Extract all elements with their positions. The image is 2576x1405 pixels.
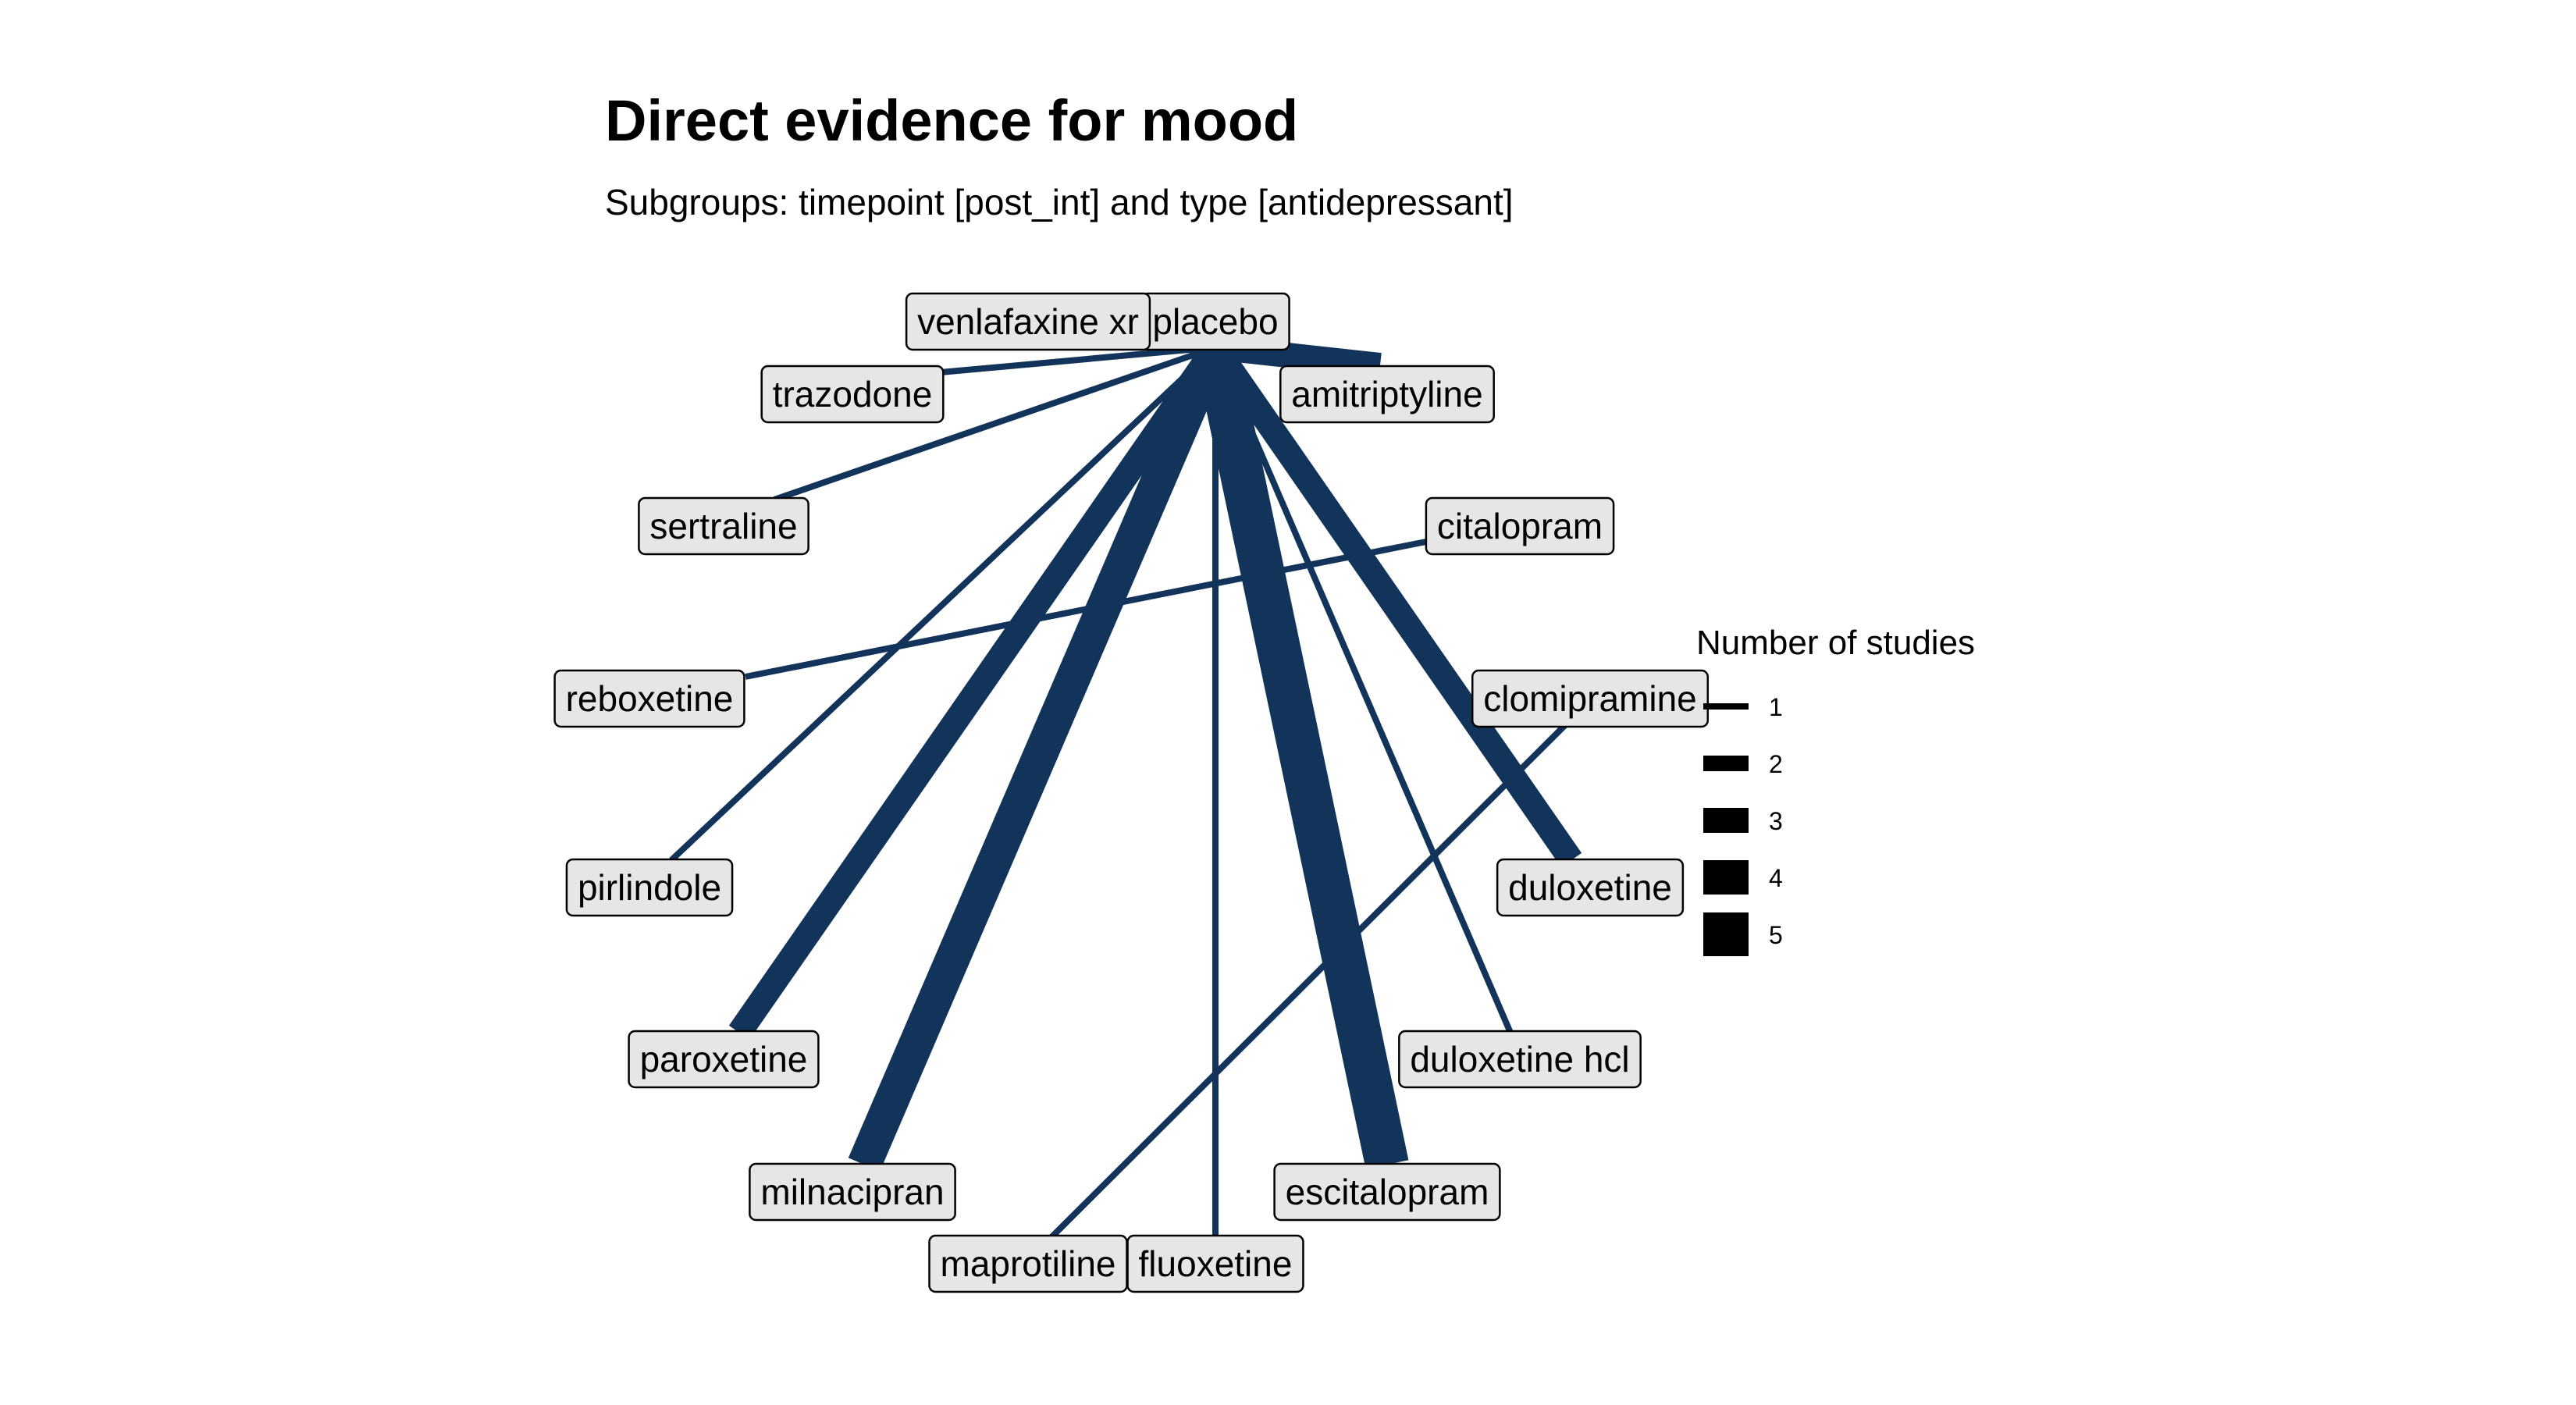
node-reboxetine: reboxetine xyxy=(553,669,745,728)
edge-placebo-paroxetine xyxy=(728,340,1226,1040)
legend-label-3: 3 xyxy=(1769,807,1783,835)
node-box xyxy=(1425,496,1615,556)
edge-placebo-duloxetine-hcl xyxy=(1212,346,1514,1034)
node-box xyxy=(1279,365,1495,424)
node-milnacipran: milnacipran xyxy=(749,1162,956,1222)
node-layer: placebo venlafaxine xr trazodone amitriptyl… xyxy=(553,292,1710,1293)
node-label: amitriptyline xyxy=(1291,374,1482,414)
node-label: duloxetine xyxy=(1508,867,1672,908)
node-box xyxy=(760,365,945,424)
node-escitalopram: escitalopram xyxy=(1273,1162,1501,1222)
node-maprotiline: maprotiline xyxy=(928,1234,1128,1293)
node-duloxetine-hcl: duloxetine hcl xyxy=(1398,1030,1642,1089)
node-amitriptyline: amitriptyline xyxy=(1279,365,1495,424)
node-fluoxetine: fluoxetine xyxy=(1126,1234,1304,1293)
node-venlafaxine-xr: venlafaxine xr xyxy=(905,292,1151,351)
edge-placebo-escitalopram xyxy=(1194,343,1409,1169)
edge-placebo-sertraline xyxy=(773,344,1217,503)
node-clomipramine: clomipramine xyxy=(1471,669,1710,728)
node-label: citalopram xyxy=(1437,506,1603,546)
legend-label-4: 4 xyxy=(1769,864,1783,892)
chart-title: Direct evidence for mood xyxy=(605,88,1298,153)
node-pirlindole: pirlindole xyxy=(565,858,734,917)
node-box xyxy=(1273,1162,1501,1222)
node-box xyxy=(1398,1030,1642,1089)
node-citalopram: citalopram xyxy=(1425,496,1615,556)
node-paroxetine: paroxetine xyxy=(628,1030,820,1089)
node-label: duloxetine hcl xyxy=(1410,1039,1629,1080)
node-label: trazodone xyxy=(773,374,933,414)
node-label: clomipramine xyxy=(1483,678,1697,719)
node-box xyxy=(628,1030,820,1089)
node-label: paroxetine xyxy=(640,1039,808,1080)
node-label: maprotiline xyxy=(941,1243,1116,1284)
node-label: placebo xyxy=(1152,301,1278,342)
chart-subtitle: Subgroups: timepoint [post_int] and type… xyxy=(605,182,1514,222)
legend-label-1: 1 xyxy=(1769,693,1783,721)
node-box xyxy=(1496,858,1685,917)
legend: Number of studies 1 2 3 4 5 xyxy=(1696,624,1975,956)
legend-label-5: 5 xyxy=(1769,921,1783,949)
node-label: fluoxetine xyxy=(1139,1243,1293,1284)
edge-placebo-trazodone xyxy=(940,344,1216,375)
legend-key-1 xyxy=(1703,703,1749,710)
node-box xyxy=(638,496,809,556)
node-box xyxy=(905,292,1151,351)
legend-key-2 xyxy=(1703,756,1749,771)
legend-key-5 xyxy=(1703,912,1749,956)
node-label: sertraline xyxy=(649,506,797,546)
node-placebo: placebo xyxy=(1140,292,1290,351)
node-sertraline: sertraline xyxy=(638,496,809,556)
edge-placebo-pirlindole xyxy=(669,345,1218,863)
node-box xyxy=(565,858,734,917)
node-label: venlafaxine xr xyxy=(917,301,1139,342)
legend-key-4 xyxy=(1703,860,1749,895)
edge-citalopram-reboxetine xyxy=(745,537,1435,680)
node-box xyxy=(749,1162,956,1222)
node-label: reboxetine xyxy=(566,678,734,719)
node-box xyxy=(1471,669,1710,728)
edge-placebo-milnacipran xyxy=(848,340,1232,1172)
node-label: pirlindole xyxy=(578,867,721,908)
edge-layer xyxy=(669,335,1582,1240)
legend-label-2: 2 xyxy=(1769,750,1783,778)
node-trazodone: trazodone xyxy=(760,365,945,424)
node-duloxetine: duloxetine xyxy=(1496,858,1685,917)
edge-clomipramine-maprotiline xyxy=(1049,719,1571,1240)
legend-title: Number of studies xyxy=(1696,624,1975,662)
legend-key-3 xyxy=(1703,808,1749,833)
node-box xyxy=(553,669,745,728)
node-label: milnacipran xyxy=(760,1172,944,1212)
node-label: escitalopram xyxy=(1286,1172,1489,1212)
node-box xyxy=(1126,1234,1304,1293)
